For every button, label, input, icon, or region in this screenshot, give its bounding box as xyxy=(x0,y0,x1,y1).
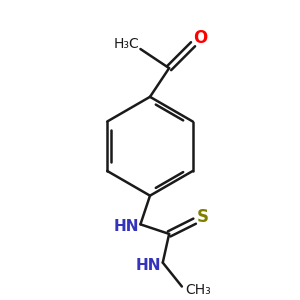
Text: CH₃: CH₃ xyxy=(185,283,211,297)
Text: H₃C: H₃C xyxy=(113,37,139,51)
Text: O: O xyxy=(193,29,207,47)
Text: S: S xyxy=(196,208,208,226)
Text: HN: HN xyxy=(113,219,139,234)
Text: HN: HN xyxy=(136,258,161,273)
